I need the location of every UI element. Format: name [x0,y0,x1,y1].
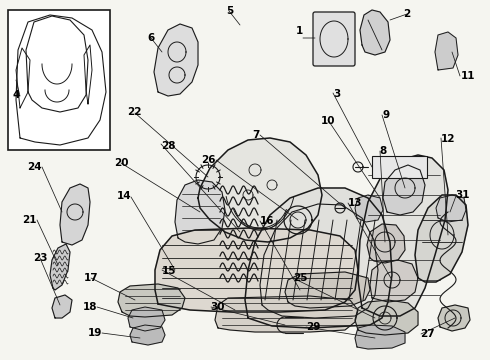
Text: 25: 25 [293,273,308,283]
Polygon shape [60,184,90,245]
Text: 2: 2 [403,9,410,19]
Text: 20: 20 [114,158,129,168]
Text: 9: 9 [382,110,390,120]
Text: 4: 4 [12,90,20,100]
Text: 5: 5 [226,6,233,16]
Polygon shape [26,16,88,112]
Polygon shape [155,228,358,312]
Polygon shape [128,307,165,331]
Text: 30: 30 [211,302,225,312]
Polygon shape [285,272,370,308]
Polygon shape [52,295,72,318]
Text: 26: 26 [201,155,216,165]
Text: 6: 6 [147,33,154,43]
Polygon shape [383,165,425,215]
Polygon shape [367,224,405,263]
Polygon shape [435,32,458,70]
Text: 21: 21 [22,215,37,225]
Text: 3: 3 [333,89,341,99]
Text: 13: 13 [348,198,363,208]
Polygon shape [370,260,418,302]
Text: 17: 17 [83,273,98,283]
Bar [8,10,110,150]
Polygon shape [358,155,448,316]
Text: 16: 16 [260,216,274,226]
Polygon shape [130,325,165,345]
Polygon shape [355,300,418,335]
Text: 28: 28 [161,141,175,151]
FancyBboxPatch shape [313,12,355,66]
Polygon shape [355,195,383,222]
Polygon shape [355,325,405,349]
Text: 29: 29 [306,322,320,332]
Text: 10: 10 [321,116,336,126]
Text: 27: 27 [420,329,435,339]
Text: 1: 1 [295,26,303,36]
Polygon shape [198,138,322,242]
Text: 15: 15 [162,266,176,276]
Polygon shape [175,180,225,244]
Polygon shape [154,24,198,96]
Text: 23: 23 [33,253,48,264]
Polygon shape [436,195,466,222]
Polygon shape [16,15,106,145]
Polygon shape [50,244,70,290]
Polygon shape [84,45,92,104]
Polygon shape [438,305,470,331]
Text: 8: 8 [380,146,387,156]
Polygon shape [415,195,468,282]
Text: 24: 24 [27,162,42,172]
Text: 31: 31 [456,190,470,200]
Text: 19: 19 [88,328,102,338]
Text: 7: 7 [252,130,260,140]
Polygon shape [16,48,30,108]
Polygon shape [118,284,185,317]
Text: 14: 14 [117,191,131,201]
Polygon shape [215,296,358,332]
Bar [372,156,427,178]
Text: 12: 12 [441,134,456,144]
Text: 11: 11 [461,71,475,81]
Polygon shape [245,188,392,328]
Text: 22: 22 [127,107,142,117]
Text: 18: 18 [82,302,97,312]
Polygon shape [360,10,390,55]
